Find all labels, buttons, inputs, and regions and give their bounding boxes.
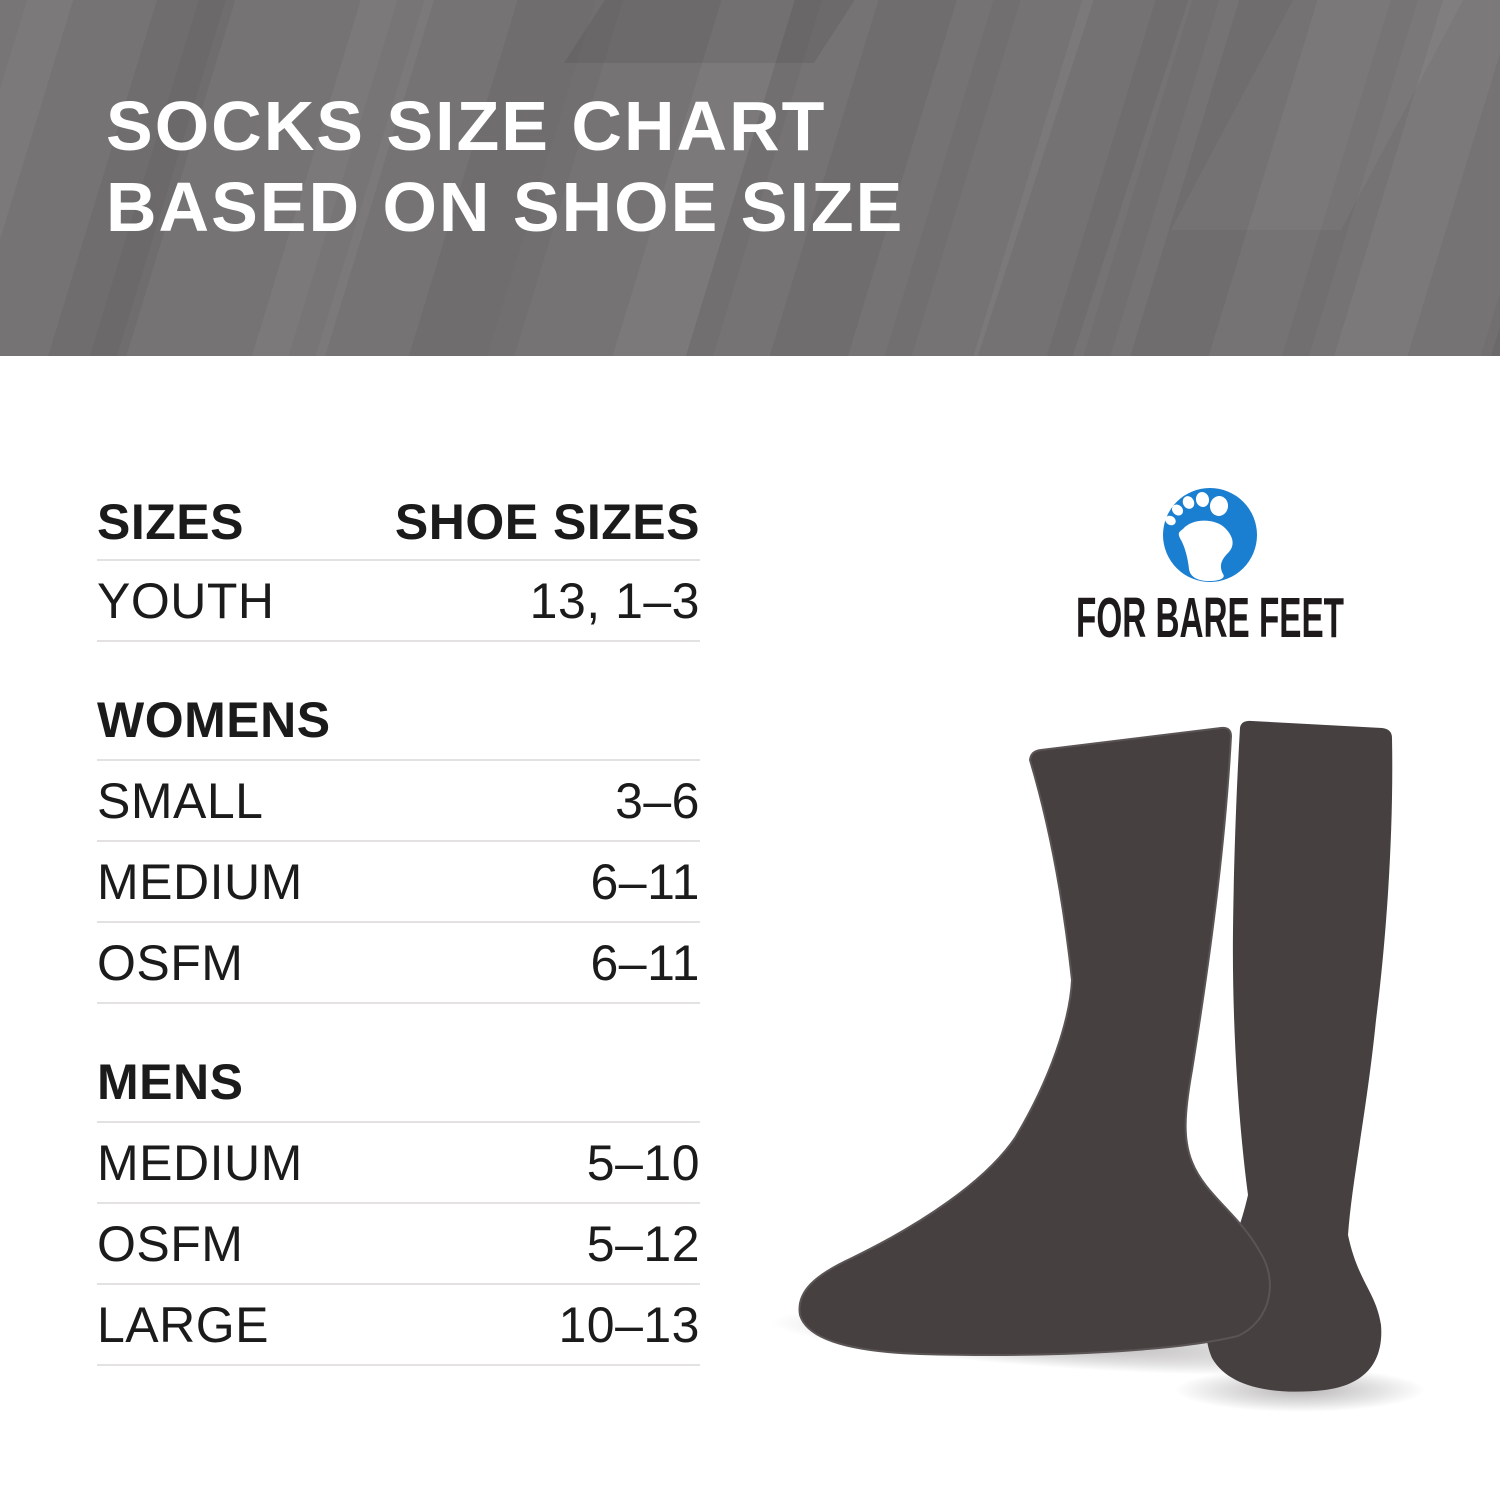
page-title: SOCKS SIZE CHART BASED ON SHOE SIZE [106,86,904,248]
table-section-mens: MENS MEDIUM 5–10 OSFM 5–12 LARGE 10–13 [97,1042,700,1366]
table-header-row: SIZES SHOE SIZES [97,497,700,561]
table-row: OSFM 6–11 [97,923,700,1004]
table-section-top: YOUTH 13, 1–3 [97,561,700,642]
size-label: MEDIUM [97,853,303,910]
right-sock [1206,720,1393,1392]
socks-illustration [770,720,1425,1412]
size-table: SIZES SHOE SIZES YOUTH 13, 1–3 WOMENS SMALL… [97,497,700,1366]
size-label: OSFM [97,934,244,991]
shoe-size-value: 6–11 [590,934,700,991]
header-banner: SOCKS SIZE CHART BASED ON SHOE SIZE [0,0,1500,356]
section-heading: WOMENS [97,680,700,761]
table-row: LARGE 10–13 [97,1285,700,1366]
section-heading: MENS [97,1042,700,1123]
table-row: MEDIUM 6–11 [97,842,700,923]
table-section-womens: WOMENS SMALL 3–6 MEDIUM 6–11 OSFM 6–11 [97,680,700,1004]
shoe-size-value: 10–13 [558,1296,700,1353]
size-label: MEDIUM [97,1134,303,1191]
shoe-size-value: 3–6 [615,772,700,829]
size-label: SMALL [97,772,264,829]
brand-logo: FOR BARE FEET [1076,488,1344,650]
table-row: SMALL 3–6 [97,761,700,842]
column-header-sizes: SIZES [97,494,244,550]
table-row: MEDIUM 5–10 [97,1123,700,1204]
shoe-size-value: 13, 1–3 [529,572,700,629]
table-row: YOUTH 13, 1–3 [97,561,700,642]
page-title-line1: SOCKS SIZE CHART [106,87,827,165]
brand-name: FOR BARE FEET [1076,586,1344,650]
size-label: YOUTH [97,572,275,629]
size-label: LARGE [97,1296,270,1353]
table-row: OSFM 5–12 [97,1204,700,1285]
header-texture [0,0,1500,356]
left-sock [798,726,1271,1357]
size-label: OSFM [97,1215,244,1272]
shoe-size-value: 5–12 [586,1215,700,1272]
shoe-size-value: 6–11 [590,853,700,910]
table-body: YOUTH 13, 1–3 WOMENS SMALL 3–6 MEDIUM 6–11 OSFM… [97,561,700,1366]
page-title-line2: BASED ON SHOE SIZE [106,168,905,246]
column-header-shoe-sizes: SHOE SIZES [394,494,700,550]
footprint-icon [1163,488,1257,582]
shoe-size-value: 5–10 [586,1134,700,1191]
